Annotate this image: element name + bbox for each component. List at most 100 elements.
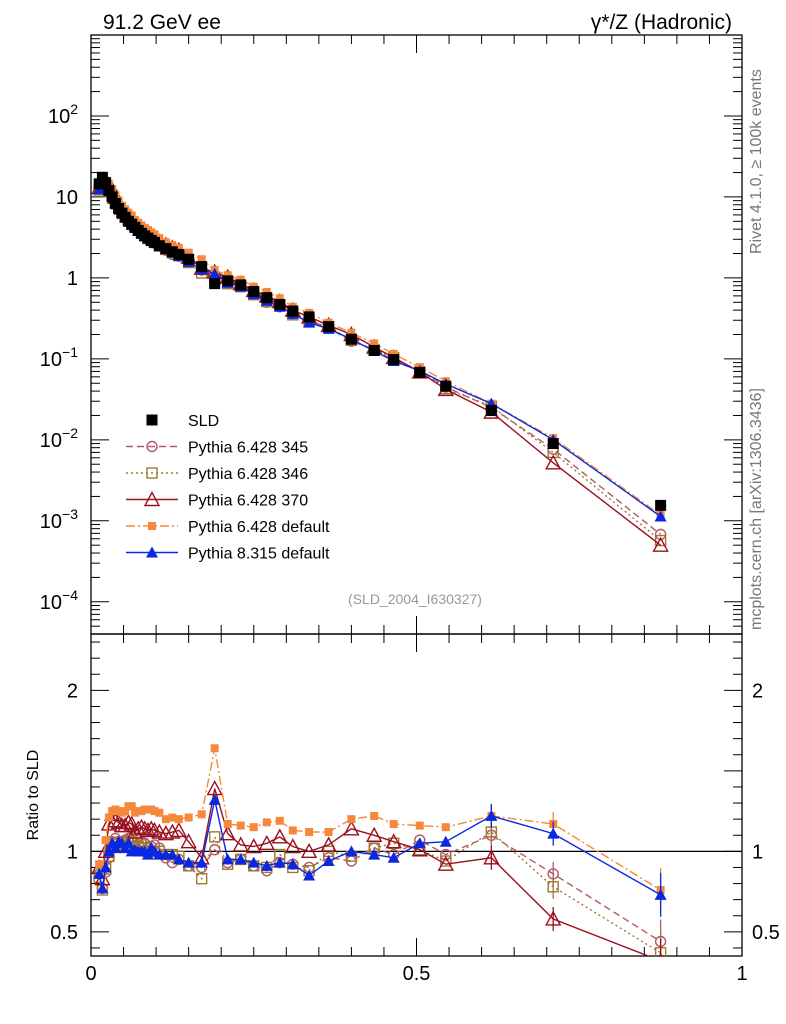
ratio-point-pdefault bbox=[389, 819, 398, 828]
ratio-point-p370 bbox=[110, 813, 127, 830]
ratio-point-p8 bbox=[303, 869, 316, 881]
legend-item-p8: Pythia 8.315 default bbox=[126, 546, 330, 563]
main-point-data bbox=[303, 311, 315, 323]
ratio-point-p370 bbox=[271, 828, 288, 844]
ratio-point-pdefault bbox=[210, 744, 219, 753]
ratio-point-p8 bbox=[345, 845, 358, 857]
main-point-data bbox=[345, 333, 357, 345]
ratio-point-p370 bbox=[483, 849, 500, 865]
main-point-p8 bbox=[654, 510, 667, 522]
ratio-point-pdefault bbox=[262, 818, 271, 827]
main-point-data bbox=[106, 191, 118, 203]
ratio-point-pdefault bbox=[155, 808, 164, 817]
ratio-point-p8 bbox=[286, 858, 299, 870]
ratio-line-pdefault bbox=[98, 748, 661, 891]
main-line-p345 bbox=[98, 185, 662, 535]
ratio-point-pdefault bbox=[441, 823, 450, 832]
ratio-point-pdefault bbox=[275, 816, 284, 825]
ratio-point-p346 bbox=[547, 881, 559, 893]
legend-marker-data bbox=[146, 414, 158, 426]
ratio-line-p370 bbox=[98, 788, 651, 956]
ratio-ytick-label-left: 0.5 bbox=[50, 922, 78, 944]
ratio-point-p370 bbox=[258, 834, 275, 850]
main-point-pdefault bbox=[174, 243, 183, 252]
ratio-point-p8 bbox=[182, 856, 195, 868]
ratio-point-p370 bbox=[206, 780, 223, 796]
ratio-point-p8 bbox=[247, 856, 260, 868]
ratio-point-p8 bbox=[387, 851, 400, 863]
main-point-p370 bbox=[652, 536, 669, 552]
ratio-point-p8 bbox=[368, 848, 381, 860]
ratio-point-p8 bbox=[221, 853, 234, 865]
ratio-point-p370 bbox=[343, 820, 360, 836]
main-point-data bbox=[414, 366, 426, 378]
ratio-point-pdefault bbox=[161, 815, 170, 824]
legend-label-data: SLD bbox=[188, 413, 219, 430]
main-point-data bbox=[485, 405, 497, 417]
ratio-point-pdefault bbox=[184, 813, 193, 822]
main-ytick-label: 10−2 bbox=[40, 425, 78, 452]
analysis-id: (SLD_2004_I630327) bbox=[348, 591, 482, 607]
legend-marker-p370 bbox=[143, 491, 161, 507]
ratio-point-p8 bbox=[439, 835, 452, 847]
ratio-point-p370 bbox=[366, 826, 383, 842]
main-point-data bbox=[235, 279, 247, 291]
ratio-point-pdefault bbox=[121, 807, 130, 816]
ratio-point-p370 bbox=[545, 910, 562, 926]
legend-item-p345: Pythia 6.428 345 bbox=[126, 440, 308, 457]
main-point-data bbox=[368, 344, 380, 356]
main-point-pdefault bbox=[262, 287, 271, 296]
legend-marker-pdefault bbox=[148, 522, 156, 530]
ratio-point-pdefault bbox=[101, 836, 110, 845]
main-point-data bbox=[261, 292, 273, 304]
ratio-point-p8 bbox=[485, 809, 498, 821]
ratio-point-pdefault bbox=[288, 826, 297, 835]
main-point-data bbox=[100, 177, 112, 189]
main-series-data bbox=[93, 171, 667, 511]
main-series-p345 bbox=[93, 180, 667, 541]
ratio-point-p8 bbox=[93, 867, 106, 879]
ratio-axis-ticks: 0.5 0.5 1 1 2 2 bbox=[50, 641, 780, 949]
ratio-point-p370 bbox=[146, 821, 163, 838]
header-right: γ*/Z (Hadronic) bbox=[591, 11, 732, 34]
ratio-point-p8 bbox=[654, 888, 667, 900]
ratio-point-p8 bbox=[208, 793, 221, 805]
main-point-data bbox=[103, 185, 115, 197]
ratio-point-pdefault bbox=[415, 821, 424, 830]
main-point-data bbox=[655, 499, 667, 511]
ratio-point-p8 bbox=[109, 842, 122, 854]
ratio-point-p8 bbox=[102, 845, 115, 857]
main-point-data bbox=[160, 243, 172, 255]
ratio-point-pdefault bbox=[174, 815, 183, 824]
main-ytick-label: 10−3 bbox=[40, 506, 78, 533]
ratio-point-p346 bbox=[195, 873, 208, 885]
header-left: 91.2 GeV ee bbox=[103, 11, 221, 34]
legend-marker-p8 bbox=[146, 546, 158, 558]
ratio-line-p345 bbox=[98, 834, 661, 943]
main-point-data bbox=[388, 354, 400, 366]
main-line-p346 bbox=[98, 186, 662, 542]
ratio-point-p370 bbox=[284, 838, 301, 854]
main-point-data bbox=[274, 298, 286, 310]
legend-marker-p346 bbox=[146, 467, 158, 479]
main-series-p346 bbox=[93, 181, 667, 547]
main-point-data bbox=[166, 246, 178, 258]
main-point-data bbox=[93, 178, 105, 190]
x-tick-label: 1 bbox=[736, 963, 747, 985]
ratio-series-group bbox=[91, 744, 667, 956]
ratio-ytick-label-right: 1 bbox=[752, 841, 763, 863]
ratio-point-p345 bbox=[208, 844, 221, 856]
ratio-point-p370 bbox=[320, 836, 337, 852]
main-point-pdefault bbox=[347, 328, 356, 337]
legend: SLD Pythia 6.428 345 Pythia 6.428 346 Pythi… bbox=[126, 413, 330, 563]
main-point-pdefault bbox=[389, 349, 398, 358]
ratio-point-p8 bbox=[166, 848, 179, 860]
ratio-point-pdefault bbox=[127, 802, 136, 811]
main-point-pdefault bbox=[168, 240, 177, 249]
ratio-ytick-label-left: 2 bbox=[67, 680, 78, 702]
ratio-point-p345 bbox=[440, 848, 452, 861]
legend-label-p8: Pythia 8.315 default bbox=[188, 546, 330, 563]
ratio-point-p8 bbox=[96, 882, 109, 894]
main-point-p8 bbox=[208, 267, 221, 279]
